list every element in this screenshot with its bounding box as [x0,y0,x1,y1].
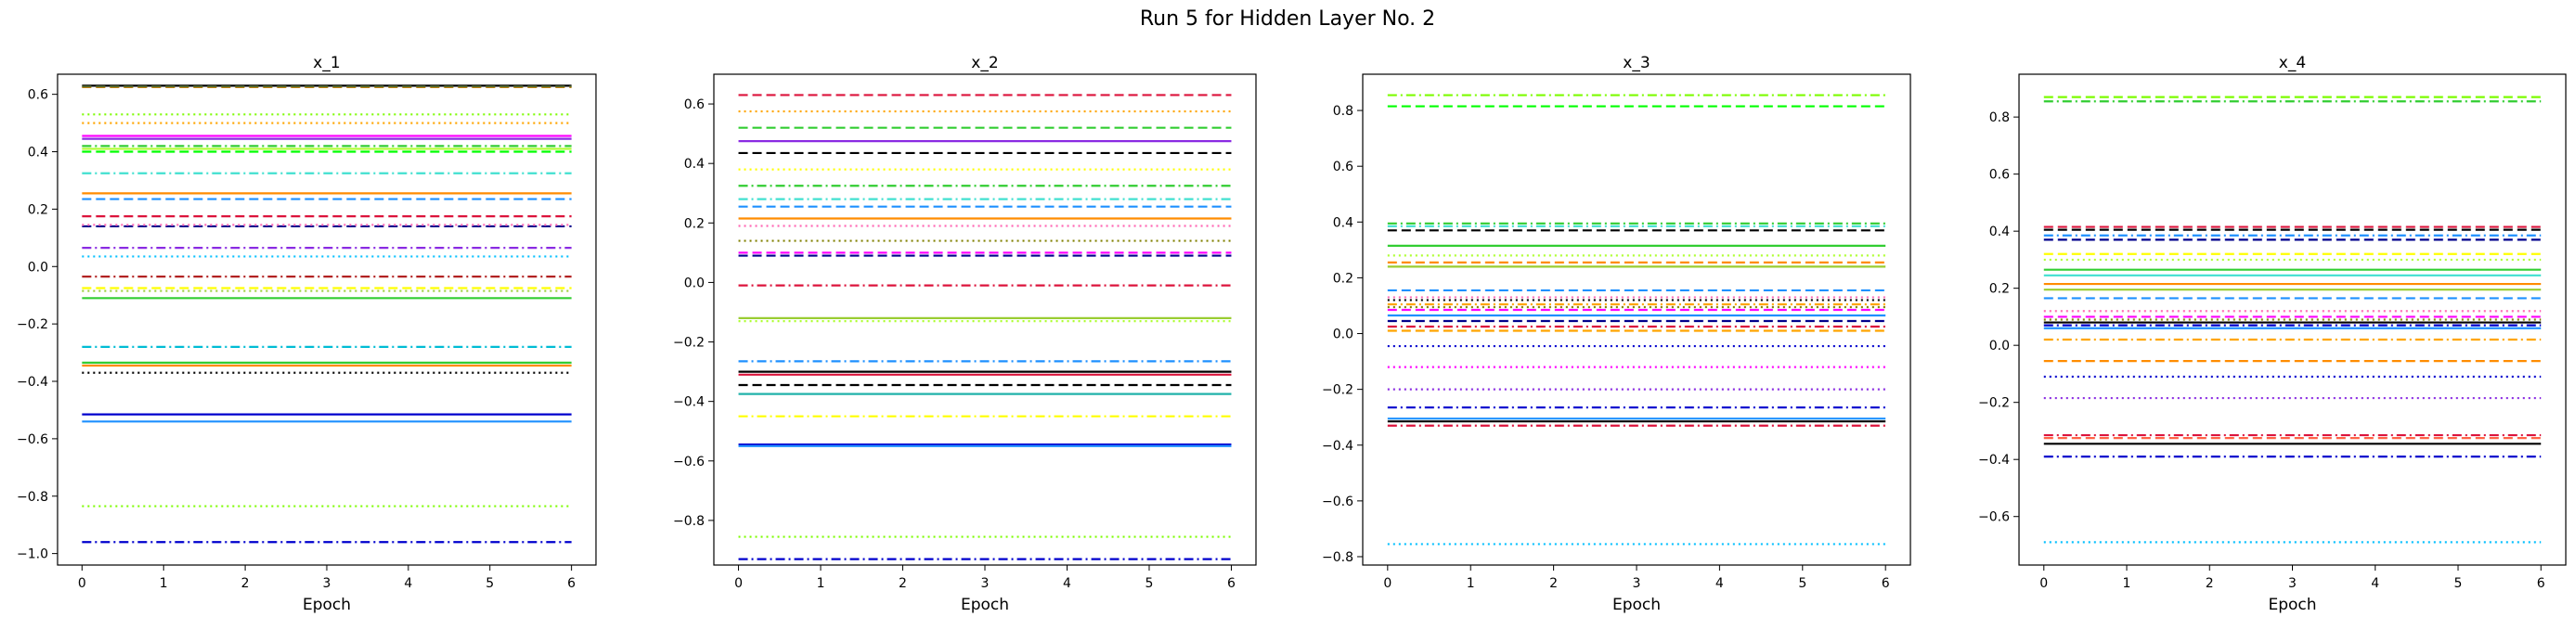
x-tick-label: 1 [160,576,168,591]
x-tick-label: 4 [404,576,412,591]
x-tick-label: 6 [1882,576,1890,591]
y-tick-label: −0.8 [1322,550,1353,565]
y-tick-label: 0.0 [684,276,705,290]
y-tick-label: −0.6 [17,432,48,447]
y-tick-label: 0.4 [28,146,48,161]
y-tick-label: −0.2 [1978,396,2010,411]
y-tick-label: 0.2 [1333,271,1353,286]
y-tick-label: −0.2 [1322,383,1353,398]
x-tick-label: 5 [1798,576,1806,591]
y-tick-label: 0.6 [684,97,705,112]
x-tick-label: 4 [1063,576,1071,591]
x-tick-label: 0 [2039,576,2048,591]
subplot-x-2: 0 1 2 3 4 5 6 −0.8 −0.6 −0.4 −0.2 0.0 0.2 0.4 0.6 x_2 Ep… [673,54,1257,614]
x-tick-label: 6 [1227,576,1236,591]
subplot-grid: 0 1 2 3 4 5 6 −1.0 −0.8 −0.6 −0.4 −0.2 0.0 0.2 0.4 0.6 x… [17,54,2567,614]
subplot-x-1: 0 1 2 3 4 5 6 −1.0 −0.8 −0.6 −0.4 −0.2 0.0 0.2 0.4 0.6 x… [17,54,597,614]
y-tick-label: −0.4 [1978,453,2010,468]
y-tick-label: 0.0 [28,260,48,275]
x-tick-label: 2 [1549,576,1558,591]
y-tick-label: 0.4 [684,157,705,172]
y-tick-label: −0.8 [17,490,48,505]
subplot-title: x_1 [313,54,340,72]
x-tick-label: 3 [2288,576,2297,591]
y-tick-label: 0.2 [1989,282,2010,297]
subplot-title: x_2 [971,54,998,72]
figure-suptitle: Run 5 for Hidden Layer No. 2 [1140,7,1435,31]
x-tick-label: 5 [2454,576,2463,591]
y-tick-label: 0.2 [28,202,48,217]
x-tick-label: 6 [567,576,576,591]
y-tick-label: −0.6 [1978,510,2010,525]
axes-frame [713,73,1257,566]
x-tick-label: 2 [899,576,907,591]
x-tick-label: 0 [1383,576,1392,591]
x-tick-label: 2 [241,576,250,591]
y-tick-label: −0.4 [1322,439,1353,454]
x-axis-label: Epoch [2268,596,2316,614]
axes-frame [1362,73,1911,566]
x-tick-label: 1 [817,576,825,591]
y-tick-label: −0.8 [673,514,705,529]
y-tick-label: 0.8 [1989,110,2010,125]
y-tick-label: −0.6 [1322,495,1353,509]
subplot-x-4: 0 1 2 3 4 5 6 −0.6 −0.4 −0.2 0.0 0.2 0.4 0.6 0.8 x_4 Epo… [1978,54,2567,614]
x-tick-label: 3 [1633,576,1641,591]
y-tick-label: −1.0 [17,547,48,562]
x-axis-label: Epoch [1612,596,1661,614]
x-tick-label: 6 [2537,576,2545,591]
subplot-x-3: 0 1 2 3 4 5 6 −0.8 −0.6 −0.4 −0.2 0.0 0.2 0.4 0.6 0.8 x_… [1322,54,1911,614]
y-tick-label: 0.0 [1989,339,2010,353]
y-tick-label: 0.6 [28,88,48,103]
x-tick-label: 5 [1146,576,1154,591]
x-tick-label: 3 [323,576,331,591]
y-tick-label: 0.8 [1333,104,1353,119]
y-tick-label: 0.6 [1989,168,2010,183]
y-tick-label: 0.2 [684,216,705,231]
x-tick-label: 0 [734,576,743,591]
x-tick-label: 4 [1715,576,1724,591]
y-tick-label: −0.6 [673,455,705,469]
y-tick-label: −0.4 [673,395,705,410]
subplot-title: x_3 [1623,54,1650,72]
x-tick-label: 1 [2123,576,2131,591]
x-tick-label: 1 [1467,576,1475,591]
y-tick-label: 0.6 [1333,160,1353,174]
x-tick-label: 3 [981,576,990,591]
x-axis-label: Epoch [303,596,351,614]
y-tick-label: −0.2 [673,336,705,351]
y-tick-label: 0.0 [1333,328,1353,342]
subplot-title: x_4 [2279,54,2306,72]
y-tick-label: 0.4 [1989,225,2010,239]
x-axis-label: Epoch [961,596,1009,614]
x-tick-label: 2 [2206,576,2214,591]
y-tick-label: −0.2 [17,317,48,332]
x-tick-label: 0 [78,576,86,591]
x-tick-label: 5 [485,576,494,591]
y-tick-label: 0.4 [1333,215,1353,230]
x-tick-label: 4 [2371,576,2379,591]
y-tick-label: −0.4 [17,375,48,390]
